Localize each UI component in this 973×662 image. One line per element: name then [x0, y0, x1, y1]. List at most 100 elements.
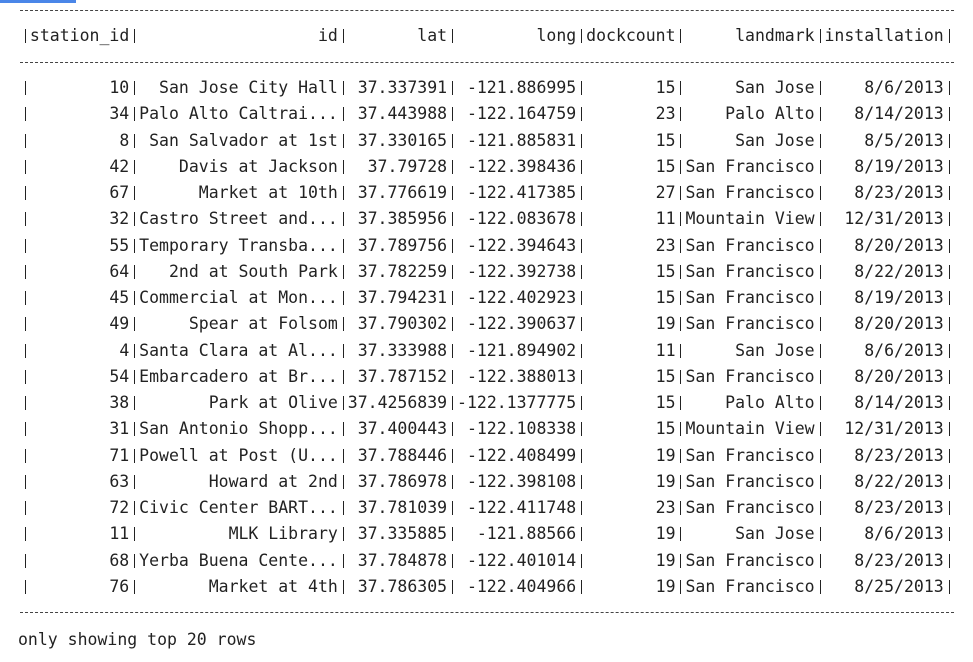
column-separator [676, 548, 686, 574]
column-separator [815, 521, 825, 547]
column-separator [447, 23, 457, 49]
table-cell: 15 [655, 288, 676, 307]
column-separator [576, 259, 586, 285]
column-separator [447, 469, 457, 495]
table-cell: 34 [109, 104, 130, 124]
column-separator [815, 206, 825, 232]
column-separator [338, 495, 348, 521]
table-cell: -122.394643 [466, 235, 577, 255]
column-separator [447, 416, 457, 442]
table-cell: 64 [109, 261, 130, 281]
table-cell: 15 [655, 366, 676, 386]
column-separator [129, 469, 139, 495]
header-cell: installation [824, 26, 944, 45]
table-cell: 37.788446 [357, 445, 448, 465]
column-separator [815, 469, 825, 495]
data-row: 42 Davis at Jackson 37.79728 -122.398436 15 S… [20, 154, 954, 180]
column-separator [944, 416, 954, 442]
table-cell: 12/31/2013 [844, 209, 944, 229]
table-cell: San Jose [735, 340, 815, 360]
column-separator [129, 180, 139, 206]
column-separator [447, 338, 457, 364]
data-row: 72 Civic Center BART... 37.781039 -122.4117… [20, 495, 954, 521]
table-cell: San Francisco [685, 445, 815, 465]
data-row: 63 Howard at 2nd 37.786978 -122.398108 19 San… [20, 469, 954, 495]
table-cell: Market at 4th [208, 576, 338, 596]
column-separator [338, 101, 348, 127]
table-cell: 67 [109, 183, 130, 202]
table-cell: -122.398108 [466, 471, 577, 491]
column-separator [447, 259, 457, 285]
column-separator [815, 311, 825, 337]
table-cell: 37.400443 [357, 419, 448, 439]
data-row: 34 Palo Alto Caltrai... 37.443988 -122.1647… [20, 101, 954, 127]
table-cell: Powell at Post (U... [139, 445, 338, 465]
column-separator [338, 259, 348, 285]
column-separator [944, 521, 954, 547]
table-cell: San Francisco [685, 183, 815, 202]
header-cell: lat [417, 26, 448, 45]
column-separator [338, 443, 348, 469]
data-row: 45 Commercial at Mon... 37.794231 -122.4029… [20, 285, 954, 311]
column-separator [338, 128, 348, 154]
table-cell: 19 [655, 550, 676, 570]
table-cell: 8/19/2013 [854, 288, 944, 307]
table-cell: 37.333988 [357, 340, 448, 360]
table-cell: 8/23/2013 [854, 183, 944, 202]
column-separator [20, 548, 30, 574]
column-separator [20, 338, 30, 364]
table-cell: 45 [109, 288, 130, 307]
column-separator [676, 443, 686, 469]
table-cell: -122.417385 [466, 183, 577, 202]
table-cell: San Jose [735, 78, 815, 97]
column-separator [944, 259, 954, 285]
column-separator [576, 285, 586, 311]
table-cell: San Francisco [685, 314, 815, 334]
table-cell: -121.886995 [466, 78, 577, 97]
tab-indicator [0, 0, 76, 3]
table-rule [20, 612, 954, 613]
column-separator [944, 311, 954, 337]
column-separator [129, 101, 139, 127]
column-separator [447, 311, 457, 337]
table-cell: 37.337391 [357, 78, 448, 97]
column-separator [815, 443, 825, 469]
table-cell: 8/19/2013 [854, 156, 944, 176]
column-separator [447, 101, 457, 127]
table-cell: Santa Clara at Al... [139, 340, 338, 360]
table-cell: 37.443988 [357, 104, 448, 124]
column-separator [338, 285, 348, 311]
table-cell: 8/20/2013 [854, 314, 944, 334]
table-cell: 37.786305 [357, 576, 448, 596]
table-cell: 8/14/2013 [854, 393, 944, 412]
column-separator [129, 311, 139, 337]
table-cell: 63 [109, 471, 130, 491]
column-separator [944, 206, 954, 232]
column-separator [129, 390, 139, 416]
table-cell: 8/20/2013 [854, 235, 944, 255]
column-separator [944, 338, 954, 364]
column-separator [447, 233, 457, 259]
column-separator [129, 75, 139, 101]
table-cell: 10 [109, 78, 130, 97]
column-separator [338, 416, 348, 442]
column-separator [815, 233, 825, 259]
column-separator [20, 259, 30, 285]
column-separator [676, 154, 686, 180]
table-cell: -122.408499 [466, 445, 577, 465]
table-cell: 8/25/2013 [854, 576, 944, 596]
column-separator [815, 364, 825, 390]
column-separator [447, 443, 457, 469]
column-separator [447, 390, 457, 416]
table-cell: 19 [655, 524, 676, 544]
header-cell: landmark [735, 26, 815, 45]
column-separator [576, 469, 586, 495]
table-cell: 23 [655, 498, 676, 517]
table-cell: 37.330165 [357, 130, 448, 150]
table-cell: 38 [109, 393, 130, 412]
column-separator [20, 390, 30, 416]
table-cell: 55 [109, 235, 130, 255]
column-separator [129, 259, 139, 285]
header-cell: station_id [29, 26, 130, 45]
column-separator [676, 75, 686, 101]
